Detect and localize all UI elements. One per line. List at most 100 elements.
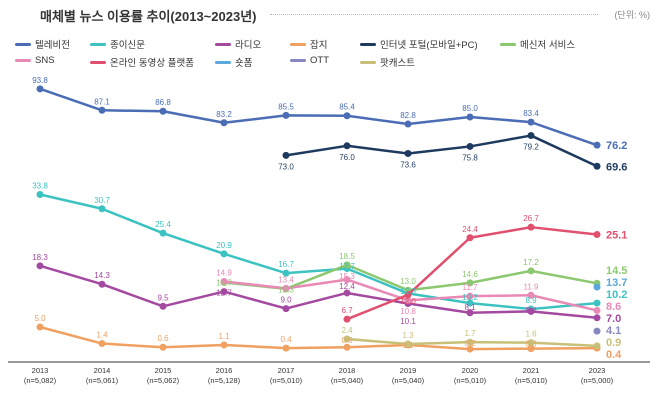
legend-label: 온라인 동영상 플랫폼	[110, 58, 194, 69]
data-point	[593, 231, 601, 239]
x-tick-label: 2017	[278, 366, 295, 375]
data-label: 85.0	[462, 104, 478, 113]
data-point	[98, 205, 106, 213]
legend-label: 종이신문	[110, 40, 145, 51]
data-label: 0.4	[606, 349, 622, 361]
data-label: 0.6	[157, 334, 169, 343]
legend-item: 종이신문	[90, 37, 145, 51]
data-label: 0.3	[525, 340, 537, 349]
data-label: 2.4	[341, 326, 353, 335]
data-point	[343, 261, 351, 269]
data-point	[159, 229, 167, 237]
data-label: 16.7	[278, 260, 294, 269]
data-label: 1.1	[402, 341, 414, 350]
data-label: 11.7	[463, 283, 479, 292]
data-point	[466, 292, 474, 300]
data-label: 13.4	[278, 275, 294, 284]
data-point	[466, 338, 474, 346]
data-point	[36, 85, 44, 93]
data-label: 10.1	[400, 317, 416, 326]
legend-swatch	[360, 42, 376, 46]
x-tick-sample-size: (n=5,000)	[581, 376, 614, 385]
x-tick-label: 2015	[155, 366, 172, 375]
data-label: 6.7	[341, 306, 353, 315]
data-point	[527, 291, 535, 299]
data-label: 73.0	[278, 162, 294, 171]
data-point	[527, 132, 535, 140]
data-point	[593, 299, 601, 307]
data-point	[159, 107, 167, 115]
x-tick-label: 2019	[400, 366, 417, 375]
x-tick-sample-size: (n=5,082)	[24, 376, 57, 385]
data-label: 25.1	[606, 230, 627, 242]
legend-swatch	[15, 42, 31, 46]
data-label: 1.6	[525, 330, 537, 339]
data-label: 5.0	[34, 314, 46, 323]
data-point	[282, 284, 290, 292]
data-label: 13.0	[400, 277, 416, 286]
data-label: 20.9	[216, 241, 232, 250]
data-label: 0.9	[606, 337, 621, 349]
data-label: 25.4	[155, 220, 171, 229]
data-point	[404, 149, 412, 157]
data-point	[282, 344, 290, 352]
data-label: 1.4	[96, 331, 108, 340]
data-label: 85.4	[339, 103, 355, 112]
data-point	[404, 296, 412, 304]
legend-item: SNS	[15, 55, 55, 66]
data-label: 13.3	[278, 285, 294, 294]
data-point	[343, 142, 351, 150]
data-label: 13.7	[606, 277, 627, 289]
legend-item: 잡지	[290, 37, 327, 51]
data-label: 14.7	[216, 278, 232, 287]
legend-item: 팟캐스트	[360, 55, 415, 69]
data-point	[527, 345, 535, 353]
data-label: 15.3	[339, 272, 355, 281]
data-point	[527, 307, 535, 315]
series-line	[39, 87, 598, 147]
legend-label: 메신저 서비스	[520, 40, 576, 51]
data-label: 1.3	[402, 331, 414, 340]
data-point	[282, 111, 290, 119]
data-point	[593, 162, 601, 170]
legend-label: 잡지	[310, 40, 328, 51]
data-point	[404, 340, 412, 348]
legend-item: 인터넷 포털(모바일+PC)	[360, 37, 478, 51]
series-line	[39, 264, 598, 320]
x-tick-label: 2013	[32, 366, 49, 375]
data-point	[343, 335, 351, 343]
x-tick-sample-size: (n=5,128)	[208, 376, 241, 385]
data-point	[36, 323, 44, 331]
x-tick-sample-size: (n=5,040)	[331, 376, 364, 385]
data-label: 26.7	[523, 214, 539, 223]
data-label: 76.0	[339, 153, 355, 162]
data-point	[593, 141, 601, 149]
legend-label: SNS	[35, 55, 55, 66]
legend-label: 숏폼	[235, 58, 253, 69]
legend-swatch	[90, 60, 106, 64]
data-label: 79.2	[523, 143, 539, 152]
legend-swatch	[15, 59, 31, 62]
series-line	[285, 134, 598, 168]
data-label: 1.7	[464, 329, 476, 338]
data-point	[593, 342, 601, 350]
data-label: 86.8	[155, 98, 171, 107]
data-label: 10.2	[462, 293, 478, 302]
data-label: 0.2	[464, 339, 476, 348]
data-label: 0.4	[280, 335, 292, 344]
data-point	[159, 343, 167, 351]
x-tick-label: 2014	[94, 366, 111, 375]
data-label: 85.5	[278, 102, 294, 111]
legend-swatch	[215, 60, 231, 64]
x-tick-sample-size: (n=5,010)	[515, 376, 548, 385]
legend-item: 라디오	[215, 37, 261, 51]
data-point	[404, 291, 412, 299]
x-tick-sample-size: (n=5,062)	[147, 376, 180, 385]
legend-label: 팟캐스트	[380, 58, 415, 69]
legend-label: 라디오	[235, 40, 262, 51]
data-label: 12.3	[400, 287, 416, 296]
data-label: 17.7	[339, 262, 355, 271]
data-label: 18.5	[339, 252, 355, 261]
x-tick-sample-size: (n=5,010)	[454, 376, 487, 385]
legend-swatch	[290, 42, 306, 46]
